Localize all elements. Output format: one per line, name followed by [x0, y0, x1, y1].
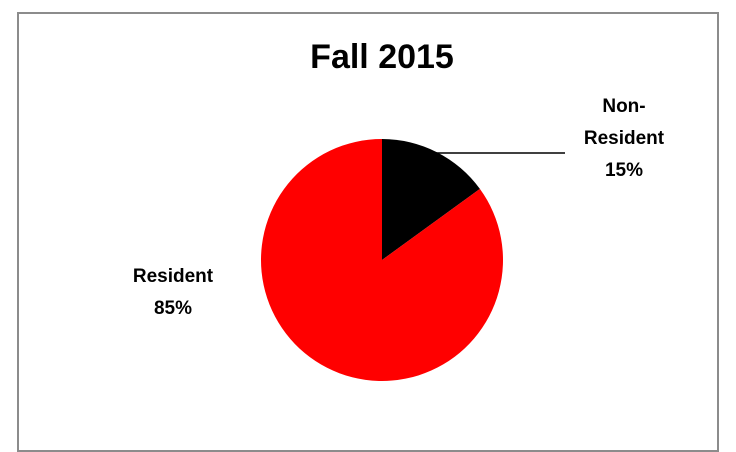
slice-label-line: 85%: [154, 298, 192, 319]
pie-slice-resident: [260, 139, 503, 382]
pie-chart: Fall 2015 Non- Resident 15% Resident 85%: [133, 38, 665, 382]
slice-label-line: Resident: [133, 266, 214, 287]
slice-label-non-resident: Non- Resident 15%: [584, 96, 665, 181]
slice-labels: Non- Resident 15% Resident 85%: [133, 96, 665, 319]
slice-label-line: Resident: [584, 128, 665, 149]
slice-label-line: Non-: [602, 96, 645, 117]
slice-label-line: 15%: [605, 160, 643, 181]
pie-slices: [260, 139, 503, 382]
chart-title: Fall 2015: [310, 38, 454, 76]
pie-slice-non-resident: [382, 139, 480, 260]
slice-label-resident: Resident 85%: [133, 266, 214, 319]
